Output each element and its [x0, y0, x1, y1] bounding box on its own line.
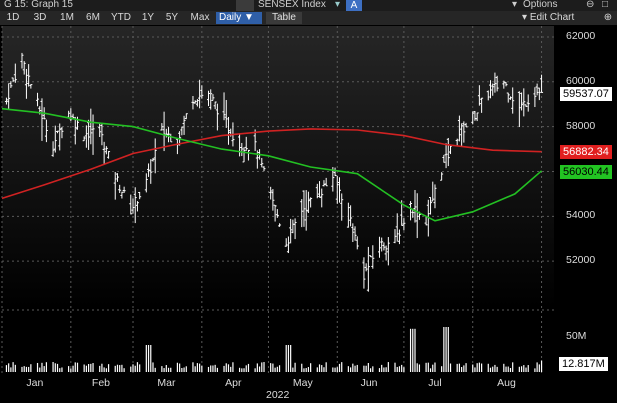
- y-tick-label: 52000: [566, 254, 596, 267]
- ma-red-label: 56882.34: [560, 145, 612, 159]
- range-6m[interactable]: 6M: [86, 12, 100, 23]
- y-tick-label: 58000: [566, 119, 596, 132]
- moving-average-red: [1, 128, 542, 200]
- y-tick-label: 54000: [566, 209, 596, 222]
- security-name[interactable]: SENSEX Index: [258, 0, 326, 10]
- x-tick-label: Jun: [360, 377, 378, 389]
- x-tick-label: Mar: [157, 377, 176, 389]
- pin-icon[interactable]: ⊖: [586, 0, 595, 10]
- range-max[interactable]: Max: [190, 12, 210, 23]
- x-tick-label: Jan: [26, 377, 44, 389]
- frequency-label: Daily: [219, 12, 242, 23]
- x-tick-label: Apr: [225, 377, 242, 389]
- volume-tick-50m: 50M: [566, 330, 587, 342]
- options-menu[interactable]: Options: [523, 0, 558, 10]
- range-1m[interactable]: 1M: [60, 12, 74, 23]
- chevron-down-icon[interactable]: ▾: [335, 0, 341, 10]
- edit-chart-caret-icon: ▾: [522, 12, 528, 23]
- window-titlebar: G 15: Graph 15 SENSEX Index ▾ A ▾ Option…: [0, 0, 617, 11]
- toolbar: [0, 11, 617, 25]
- table-button[interactable]: Table: [266, 12, 302, 24]
- range-3d[interactable]: 3D: [33, 12, 47, 23]
- edit-chart-button[interactable]: ▾ Edit Chart: [522, 12, 616, 24]
- ma-green-label: 56030.44: [560, 165, 612, 179]
- range-ytd[interactable]: YTD: [111, 12, 131, 23]
- window-title: G 15: Graph 15: [4, 0, 73, 10]
- security-dropdown-bg[interactable]: [236, 0, 254, 11]
- zoom-icon[interactable]: ⊕: [603, 12, 613, 23]
- range-1d[interactable]: 1D: [6, 12, 20, 23]
- y-tick-label: 60000: [566, 74, 596, 87]
- last-price-label: 59537.07: [560, 87, 612, 101]
- x-tick-label: Aug: [497, 377, 516, 389]
- chevron-down-icon: ▼: [244, 12, 254, 23]
- x-tick-label: May: [292, 377, 313, 389]
- y-tick-label: 62000: [566, 29, 596, 42]
- frequency-select[interactable]: Daily ▼: [216, 12, 262, 24]
- range-5y[interactable]: 5Y: [165, 12, 179, 23]
- range-1y[interactable]: 1Y: [141, 12, 155, 23]
- options-caret-icon[interactable]: ▾: [512, 0, 518, 10]
- price-panel: [2, 26, 554, 308]
- x-year-label: 2022: [266, 389, 290, 401]
- volume-panel: [2, 312, 554, 374]
- volume-last-label: 12.817M: [559, 357, 608, 371]
- edit-chart-label: Edit Chart: [529, 12, 575, 23]
- x-tick-label: Feb: [91, 377, 110, 389]
- moving-average-green: [1, 107, 543, 222]
- x-tick-label: Jul: [428, 377, 442, 389]
- maximize-icon[interactable]: □: [602, 0, 609, 10]
- a-badge[interactable]: A: [346, 0, 362, 11]
